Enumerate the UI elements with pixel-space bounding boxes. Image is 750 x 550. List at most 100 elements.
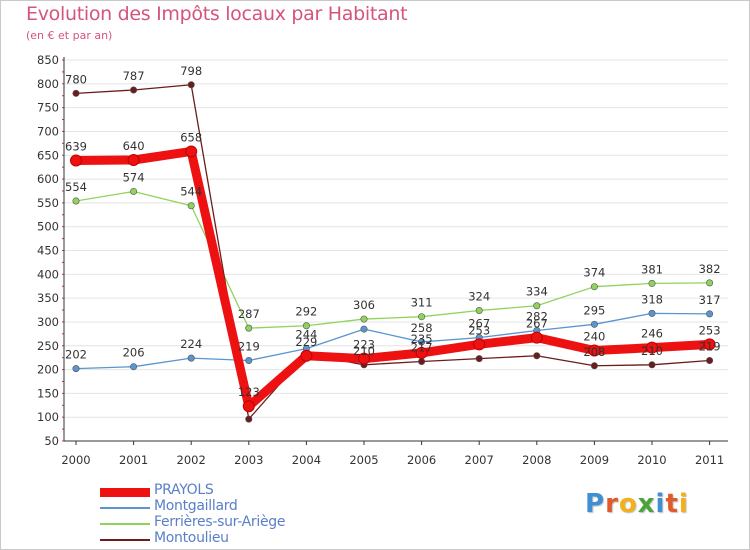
x-tick-label: 2010 [637, 453, 666, 467]
data-point [187, 354, 195, 362]
data-label: 224 [180, 337, 202, 351]
y-tick-label: 850 [37, 53, 59, 67]
x-tick-label: 2001 [119, 453, 148, 467]
legend-item: Montgaillard [100, 498, 400, 516]
legend-label: Montgaillard [154, 498, 238, 514]
data-point [302, 322, 310, 330]
data-point [245, 415, 253, 423]
logo-letter: P [585, 489, 606, 519]
data-label: 219 [699, 340, 721, 354]
chart-title: Evolution des Impôts locaux par Habitant [26, 3, 408, 25]
y-tick-label: 300 [37, 315, 59, 329]
data-label: 240 [583, 330, 605, 344]
data-label: 223 [353, 338, 375, 352]
y-tick-label: 200 [37, 363, 59, 377]
data-point [360, 325, 368, 333]
x-tick-label: 2003 [234, 453, 263, 467]
data-point [70, 154, 82, 167]
y-tick-label: 400 [37, 267, 59, 281]
data-point [185, 145, 198, 158]
data-label: 574 [123, 170, 145, 184]
series-line-prayols [71, 146, 715, 411]
data-label: 219 [238, 340, 260, 354]
data-point [187, 202, 195, 210]
data-point [72, 89, 80, 97]
y-tick-label: 350 [37, 291, 59, 305]
data-point [590, 320, 598, 328]
series-line-montgaillard [75, 312, 711, 370]
data-point [358, 352, 370, 365]
data-point [187, 81, 195, 89]
data-label: 206 [123, 346, 145, 360]
data-label: 311 [411, 296, 433, 310]
logo-letter: i [655, 489, 666, 519]
legend-swatch [100, 539, 150, 541]
data-label: 235 [411, 332, 433, 346]
logo-letter: o [618, 489, 638, 519]
x-tick-label: 2005 [349, 453, 378, 467]
y-tick-label: 550 [37, 196, 59, 210]
y-tick-label: 250 [37, 339, 59, 353]
data-label: 253 [468, 323, 490, 337]
data-point [300, 349, 313, 362]
legend-item: Montoulieu [100, 530, 400, 548]
data-point [418, 338, 426, 346]
series-line-ferri-res-sur-ari-ge [75, 190, 711, 329]
legend-swatch [100, 507, 150, 509]
x-tick-label: 2000 [61, 453, 90, 467]
x-tick-label: 2007 [465, 453, 494, 467]
data-label: 244 [295, 328, 317, 342]
data-label: 267 [468, 317, 490, 331]
legend-label: Ferrières-sur-Ariège [154, 514, 286, 530]
x-tick-label: 2009 [580, 453, 609, 467]
data-label: 787 [123, 69, 145, 83]
logo-letter: i [678, 489, 689, 519]
data-label: 217 [411, 340, 433, 354]
x-tick-label: 2004 [292, 453, 321, 467]
data-point [706, 357, 714, 365]
data-point [72, 197, 80, 205]
data-point [475, 307, 483, 315]
data-label: 208 [583, 345, 605, 359]
y-tick-label: 150 [37, 386, 59, 400]
logo-letter: r [605, 489, 619, 519]
data-label: 382 [699, 262, 721, 276]
data-point [648, 309, 656, 317]
x-tick-label: 2008 [522, 453, 551, 467]
data-point [703, 338, 716, 351]
x-tick-label: 2011 [695, 453, 724, 467]
data-label: 287 [238, 307, 260, 321]
y-tick-label: 700 [37, 124, 59, 138]
data-point [415, 346, 428, 359]
data-label: 334 [526, 285, 548, 299]
y-tick-label: 450 [37, 244, 59, 258]
plot-area [64, 57, 728, 441]
data-point [648, 361, 656, 369]
data-label: 210 [641, 344, 663, 358]
data-point [130, 363, 138, 371]
data-label: 324 [468, 290, 490, 304]
data-label: 246 [641, 327, 663, 341]
data-point [245, 324, 253, 332]
y-tick-label: 100 [37, 410, 59, 424]
data-point [646, 341, 658, 354]
data-label: 639 [65, 139, 87, 153]
data-label: 229 [295, 335, 317, 349]
legend-swatch [100, 487, 150, 497]
data-label: 210 [353, 344, 375, 358]
data-point [530, 331, 543, 344]
data-label: 317 [699, 293, 721, 307]
proxiti-logo: Proxiti [585, 489, 689, 519]
data-label: 253 [699, 323, 721, 337]
data-label: 544 [180, 185, 202, 199]
y-tick-label: 650 [37, 148, 59, 162]
data-point [533, 352, 541, 360]
series-line-montoulieu [75, 84, 711, 420]
data-point [590, 283, 598, 291]
legend-item: PRAYOLS [100, 482, 400, 500]
data-label: 554 [65, 180, 87, 194]
data-point [130, 187, 138, 195]
data-label: 258 [411, 321, 433, 335]
logo-letter: x [637, 489, 656, 519]
y-tick-label: 800 [37, 77, 59, 91]
